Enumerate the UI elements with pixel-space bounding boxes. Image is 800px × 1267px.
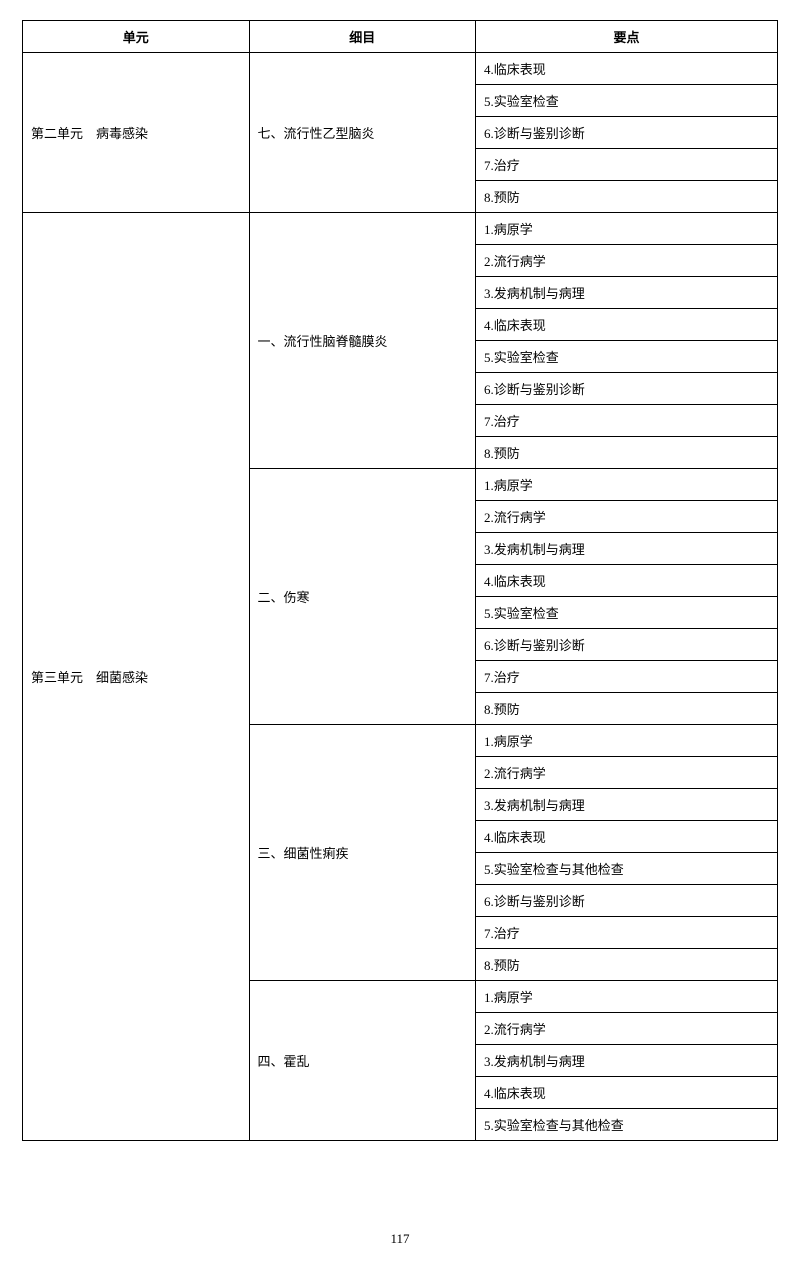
- point-cell: 1.病原学: [476, 469, 778, 501]
- detail-cell: 一、流行性脑脊髓膜炎: [249, 213, 476, 469]
- point-cell: 8.预防: [476, 437, 778, 469]
- point-cell: 7.治疗: [476, 149, 778, 181]
- detail-cell: 四、霍乱: [249, 981, 476, 1141]
- point-cell: 1.病原学: [476, 725, 778, 757]
- point-cell: 4.临床表现: [476, 1077, 778, 1109]
- point-cell: 2.流行病学: [476, 245, 778, 277]
- point-cell: 4.临床表现: [476, 309, 778, 341]
- point-cell: 3.发病机制与病理: [476, 277, 778, 309]
- point-cell: 8.预防: [476, 181, 778, 213]
- unit-cell: 第三单元 细菌感染: [23, 213, 250, 1141]
- point-cell: 6.诊断与鉴别诊断: [476, 373, 778, 405]
- table-header-row: 单元 细目 要点: [23, 21, 778, 53]
- point-cell: 2.流行病学: [476, 1013, 778, 1045]
- unit-cell: 第二单元 病毒感染: [23, 53, 250, 213]
- point-cell: 7.治疗: [476, 405, 778, 437]
- point-cell: 3.发病机制与病理: [476, 533, 778, 565]
- point-cell: 2.流行病学: [476, 757, 778, 789]
- point-cell: 3.发病机制与病理: [476, 789, 778, 821]
- detail-cell: 七、流行性乙型脑炎: [249, 53, 476, 213]
- page-number: 117: [22, 1231, 778, 1247]
- point-cell: 1.病原学: [476, 213, 778, 245]
- point-cell: 5.实验室检查与其他检查: [476, 853, 778, 885]
- point-cell: 7.治疗: [476, 661, 778, 693]
- point-cell: 3.发病机制与病理: [476, 1045, 778, 1077]
- point-cell: 4.临床表现: [476, 565, 778, 597]
- header-unit: 单元: [23, 21, 250, 53]
- point-cell: 7.治疗: [476, 917, 778, 949]
- detail-cell: 二、伤寒: [249, 469, 476, 725]
- point-cell: 8.预防: [476, 949, 778, 981]
- table-row: 第二单元 病毒感染七、流行性乙型脑炎4.临床表现: [23, 53, 778, 85]
- point-cell: 5.实验室检查与其他检查: [476, 1109, 778, 1141]
- syllabus-table: 单元 细目 要点 第二单元 病毒感染七、流行性乙型脑炎4.临床表现5.实验室检查…: [22, 20, 778, 1141]
- point-cell: 6.诊断与鉴别诊断: [476, 629, 778, 661]
- header-point: 要点: [476, 21, 778, 53]
- point-cell: 2.流行病学: [476, 501, 778, 533]
- table-row: 第三单元 细菌感染一、流行性脑脊髓膜炎1.病原学: [23, 213, 778, 245]
- point-cell: 1.病原学: [476, 981, 778, 1013]
- point-cell: 8.预防: [476, 693, 778, 725]
- point-cell: 5.实验室检查: [476, 597, 778, 629]
- point-cell: 6.诊断与鉴别诊断: [476, 885, 778, 917]
- point-cell: 4.临床表现: [476, 821, 778, 853]
- detail-cell: 三、细菌性痢疾: [249, 725, 476, 981]
- point-cell: 5.实验室检查: [476, 341, 778, 373]
- point-cell: 5.实验室检查: [476, 85, 778, 117]
- point-cell: 4.临床表现: [476, 53, 778, 85]
- point-cell: 6.诊断与鉴别诊断: [476, 117, 778, 149]
- header-detail: 细目: [249, 21, 476, 53]
